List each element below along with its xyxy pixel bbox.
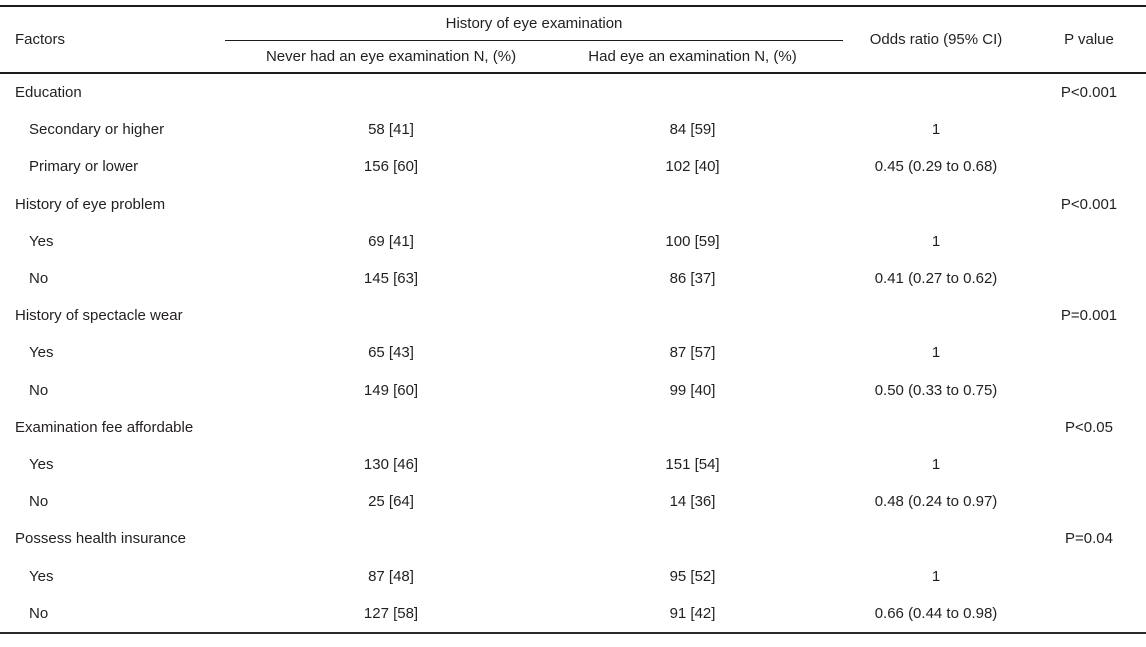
factor-group-label: History of eye problem [15, 195, 166, 213]
cell-had: 14 [36] [669, 493, 716, 511]
cell-p-value: P=0.001 [1060, 307, 1118, 325]
cell-never: 87 [48] [368, 567, 414, 585]
table-header: Factors History of eye examination Never… [0, 7, 1146, 72]
cell-never: 127 [58] [363, 604, 419, 622]
table-row: Yes 69 [41] 100 [59] 1 [0, 223, 1146, 260]
table-row-section: Possess health insurance P=0.04 [0, 520, 1146, 557]
cell-had: 99 [40] [669, 381, 716, 399]
cell-had: 151 [54] [665, 455, 720, 473]
factor-label: Secondary or higher [29, 121, 165, 139]
cell-odds-ratio: 0.50 (0.33 to 0.75) [874, 381, 998, 399]
cell-had: 91 [42] [669, 604, 716, 622]
table-row-section: History of spectacle wear P=0.001 [0, 297, 1146, 334]
table-row: No 25 [64] 14 [36] 0.48 (0.24 to 0.97) [0, 483, 1146, 520]
factor-label: No [29, 381, 49, 399]
factor-label: No [29, 270, 49, 288]
cell-p-value: P<0.05 [1065, 418, 1113, 436]
cell-p-value: P=0.04 [1065, 530, 1113, 548]
cell-odds-ratio: 0.48 (0.24 to 0.97) [874, 493, 998, 511]
table-body: Education P<0.001 Secondary or higher 58… [0, 74, 1146, 632]
cell-odds-ratio: 0.45 (0.29 to 0.68) [874, 158, 998, 176]
table-row: No 149 [60] 99 [40] 0.50 (0.33 to 0.75) [0, 372, 1146, 409]
factor-label: Yes [29, 567, 54, 585]
cell-p-value: P<0.001 [1060, 84, 1118, 102]
table-row: Yes 65 [43] 87 [57] 1 [0, 334, 1146, 371]
cell-had: 100 [59] [665, 232, 720, 250]
cell-never: 69 [41] [368, 232, 414, 250]
cell-odds-ratio: 1 [931, 455, 941, 473]
cell-odds-ratio: 1 [931, 344, 941, 362]
header-col-had-examination: Had eye an examination N, (%) [588, 48, 797, 65]
cell-odds-ratio: 0.41 (0.27 to 0.62) [874, 270, 998, 288]
cell-odds-ratio: 1 [931, 232, 941, 250]
factor-label: Yes [29, 232, 54, 250]
cell-never: 25 [64] [368, 493, 414, 511]
cell-never: 65 [43] [368, 344, 414, 362]
table-row-section: History of eye problem P<0.001 [0, 186, 1146, 223]
header-group-history-of-eye-examination: History of eye examination [225, 7, 843, 41]
table-row: Yes 87 [48] 95 [52] 1 [0, 557, 1146, 594]
cell-had: 102 [40] [665, 158, 720, 176]
factor-label: Yes [29, 344, 54, 362]
cell-never: 156 [60] [363, 158, 419, 176]
factor-label: Yes [29, 455, 54, 473]
table-row-section: Education P<0.001 [0, 74, 1146, 111]
factor-group-label: History of spectacle wear [15, 307, 183, 325]
header-col-never-had-examination: Never had an eye examination N, (%) [265, 48, 517, 65]
cell-had: 95 [52] [669, 567, 716, 585]
cell-had: 86 [37] [669, 270, 716, 288]
factor-group-label: Education [15, 84, 82, 102]
cell-p-value: P<0.001 [1060, 195, 1118, 213]
table-row: Yes 130 [46] 151 [54] 1 [0, 446, 1146, 483]
cell-odds-ratio: 0.66 (0.44 to 0.98) [874, 604, 998, 622]
cell-never: 130 [46] [363, 455, 419, 473]
table-row: Primary or lower 156 [60] 102 [40] 0.45 … [0, 148, 1146, 185]
table-row: Secondary or higher 58 [41] 84 [59] 1 [0, 111, 1146, 148]
cell-never: 145 [63] [363, 270, 419, 288]
header-col-p-value: P value [1064, 31, 1114, 48]
factor-group-label: Examination fee affordable [15, 418, 194, 436]
cell-never: 58 [41] [368, 121, 414, 139]
factor-label: Primary or lower [29, 158, 139, 176]
table-top-rule [0, 5, 1146, 7]
factor-group-label: Possess health insurance [15, 530, 186, 548]
header-group-label: History of eye examination [445, 15, 623, 32]
factor-label: No [29, 604, 49, 622]
table-row-section: Examination fee affordable P<0.05 [0, 409, 1146, 446]
factor-label: No [29, 493, 49, 511]
header-col-odds-ratio: Odds ratio (95% CI) [869, 31, 1003, 48]
table-row: No 145 [63] 86 [37] 0.41 (0.27 to 0.62) [0, 260, 1146, 297]
cell-never: 149 [60] [363, 381, 419, 399]
table-row: No 127 [58] 91 [42] 0.66 (0.44 to 0.98) [0, 595, 1146, 632]
cell-had: 84 [59] [669, 121, 716, 139]
cell-odds-ratio: 1 [931, 567, 941, 585]
table-header-rule [0, 72, 1146, 74]
cell-odds-ratio: 1 [931, 121, 941, 139]
cell-had: 87 [57] [669, 344, 716, 362]
table-bottom-rule [0, 631, 1146, 635]
header-factors: Factors [15, 31, 66, 48]
